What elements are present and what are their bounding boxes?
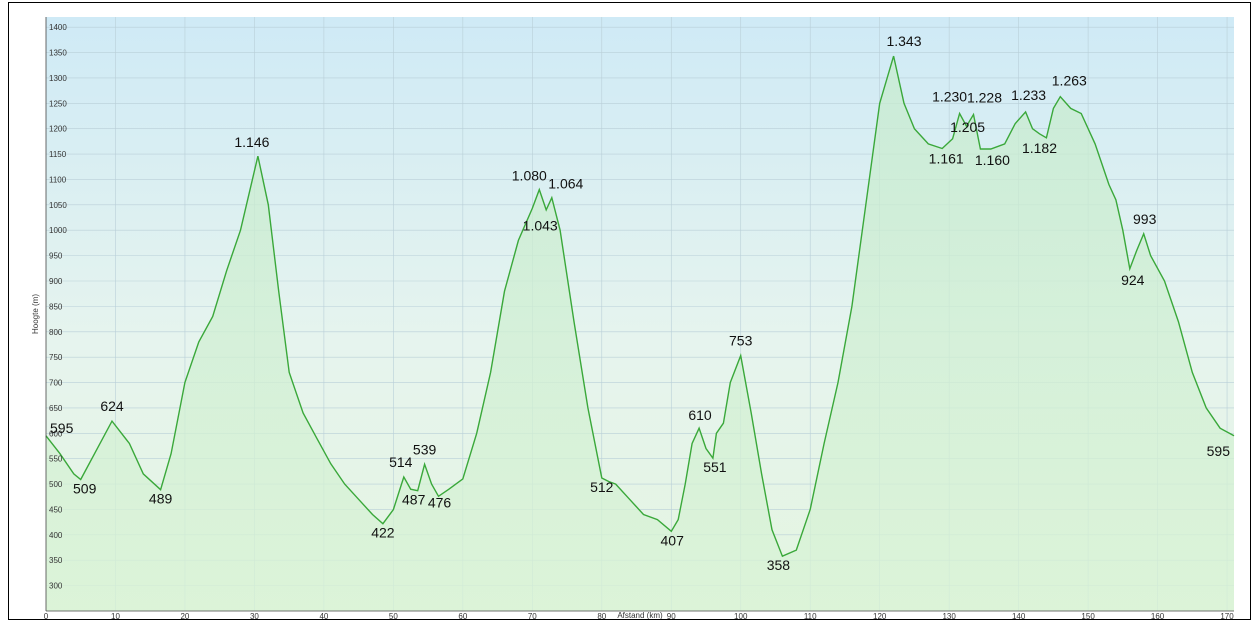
x-tick-label: 0: [44, 612, 49, 619]
elevation-label: 1.230: [932, 89, 967, 105]
x-tick-label: 160: [1151, 612, 1165, 619]
y-axis-title: Hoogte (m): [31, 294, 40, 334]
elevation-label: 1.263: [1052, 73, 1087, 89]
x-tick-label: 110: [804, 612, 817, 619]
elevation-label: 595: [1207, 443, 1231, 459]
elevation-label: 407: [661, 532, 685, 548]
elevation-label: 1.205: [950, 119, 985, 135]
elevation-label: 489: [149, 491, 173, 507]
elevation-label: 358: [767, 557, 791, 573]
x-tick-label: 90: [667, 612, 676, 619]
elevation-label: 1.080: [512, 168, 547, 184]
y-tick-label: 750: [49, 353, 63, 362]
y-tick-label: 1150: [49, 150, 67, 159]
elevation-label: 1.160: [975, 152, 1010, 168]
x-tick-label: 70: [528, 612, 537, 619]
x-axis-title: Afstand (km): [617, 611, 663, 619]
y-tick-label: 1100: [49, 175, 67, 184]
elevation-label: 924: [1121, 272, 1145, 288]
elevation-label: 1.233: [1011, 87, 1046, 103]
y-tick-label: 850: [49, 302, 63, 311]
x-tick-label: 30: [250, 612, 259, 619]
x-tick-label: 10: [111, 612, 120, 619]
elevation-label: 610: [688, 407, 712, 423]
elevation-label: 476: [428, 494, 452, 510]
x-tick-label: 120: [873, 612, 887, 619]
y-tick-label: 900: [49, 277, 63, 286]
y-tick-label: 550: [49, 455, 63, 464]
y-tick-label: 450: [49, 505, 63, 514]
y-tick-label: 300: [49, 582, 63, 591]
x-tick-label: 40: [319, 612, 328, 619]
y-tick-label: 400: [49, 531, 63, 540]
elevation-label: 551: [703, 459, 727, 475]
x-tick-label: 140: [1012, 612, 1026, 619]
x-tick-label: 130: [942, 612, 956, 619]
y-tick-label: 800: [49, 328, 63, 337]
elevation-label: 487: [402, 492, 426, 508]
elevation-profile-chart: 3003504004505005506006507007508008509009…: [9, 3, 1250, 619]
y-tick-label: 1000: [49, 226, 67, 235]
x-tick-label: 100: [734, 612, 748, 619]
y-tick-label: 700: [49, 379, 63, 388]
x-tick-label: 20: [180, 612, 189, 619]
x-tick-label: 150: [1081, 612, 1095, 619]
x-tick-label: 80: [597, 612, 606, 619]
elevation-label: 595: [50, 420, 74, 436]
y-tick-label: 1300: [49, 74, 67, 83]
y-tick-label: 1050: [49, 201, 67, 210]
elevation-label: 1.182: [1022, 140, 1057, 156]
elevation-label: 1.043: [523, 217, 558, 233]
y-tick-label: 350: [49, 556, 63, 565]
elevation-label: 512: [590, 479, 614, 495]
elevation-label: 1.064: [548, 176, 583, 192]
x-tick-label: 50: [389, 612, 398, 619]
y-tick-label: 500: [49, 480, 63, 489]
elevation-label: 1.146: [234, 134, 269, 150]
y-tick-label: 1350: [49, 49, 67, 58]
elevation-label: 539: [413, 441, 437, 457]
y-tick-label: 950: [49, 252, 63, 261]
elevation-label: 1.161: [929, 151, 964, 167]
x-tick-label: 60: [458, 612, 467, 619]
elevation-label: 514: [389, 454, 413, 470]
y-tick-label: 1200: [49, 125, 67, 134]
chart-frame: 300 350 400 450 500 550 600 650 700 750 800 850 900 9…: [8, 2, 1251, 620]
elevation-label: 753: [729, 333, 753, 349]
elevation-label: 993: [1133, 211, 1157, 227]
x-tick-label: 170: [1220, 612, 1234, 619]
y-tick-label: 650: [49, 404, 63, 413]
y-tick-label: 1250: [49, 99, 67, 108]
elevation-label: 624: [100, 398, 124, 414]
elevation-label: 1.228: [967, 90, 1002, 106]
elevation-label: 509: [73, 481, 97, 497]
elevation-label: 1.343: [886, 33, 921, 49]
elevation-label: 422: [371, 525, 395, 541]
y-tick-label: 1400: [49, 23, 67, 32]
